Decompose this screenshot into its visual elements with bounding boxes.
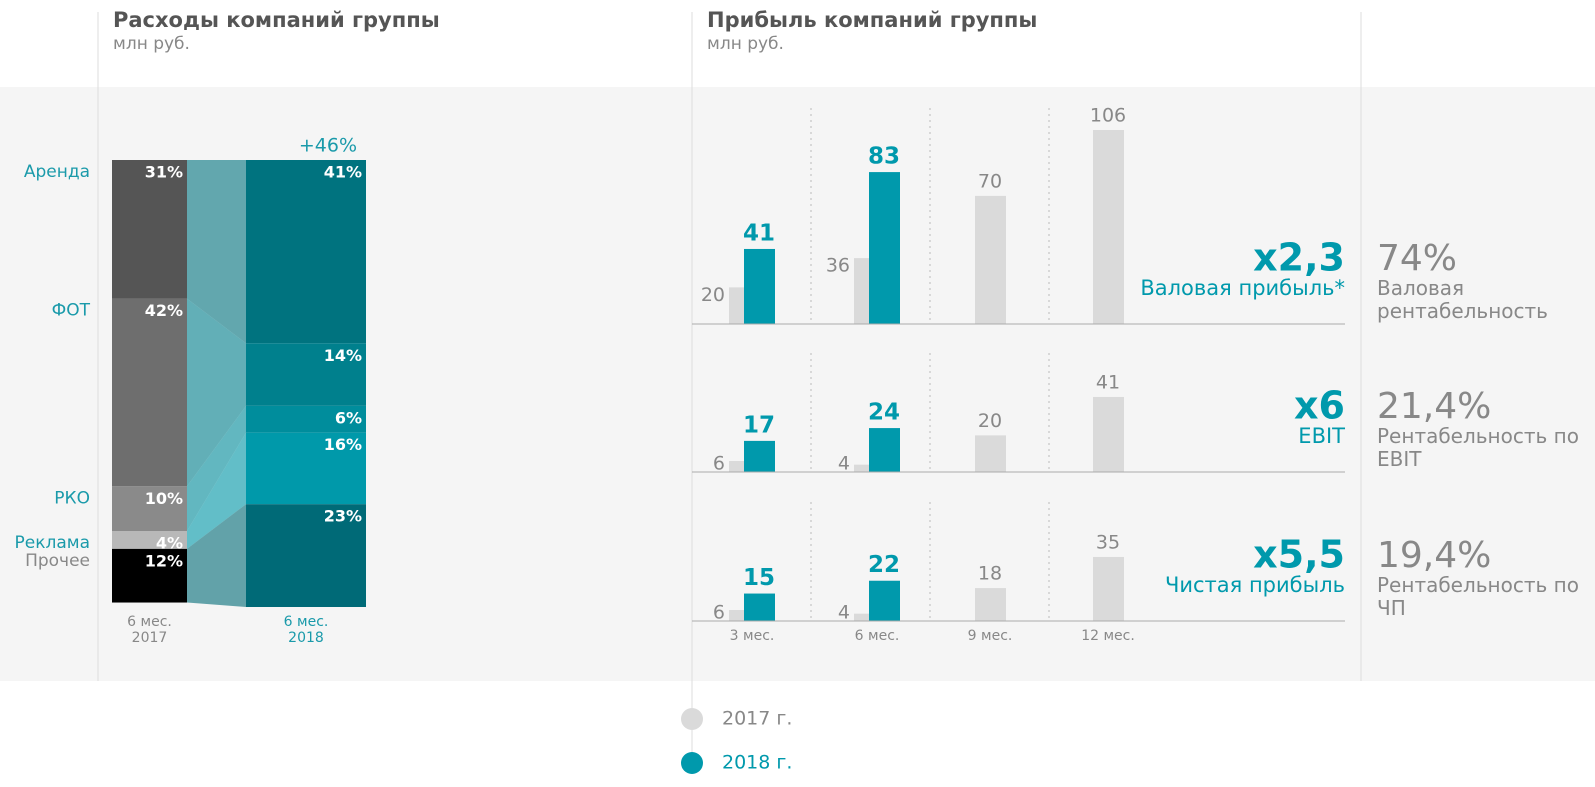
bar — [1093, 396, 1124, 472]
legend-marker — [681, 708, 703, 730]
bar — [975, 195, 1006, 324]
annotation: x2,3 — [1253, 236, 1345, 280]
margin-label: Валовая рентабельность — [1377, 277, 1548, 323]
bar — [729, 287, 744, 324]
margin-label: Рентабельность по EBIT — [1377, 425, 1579, 471]
x-tick-label: 6 мес. — [855, 628, 900, 644]
bar — [975, 435, 1006, 472]
legend-label: 2017 г. — [722, 708, 792, 730]
bar — [854, 258, 869, 324]
margin-value: 74% — [1377, 238, 1457, 279]
data-label: 4% — [156, 534, 183, 553]
data-label: 70 — [978, 170, 1002, 192]
margin-value: 19,4% — [1377, 535, 1491, 576]
x-tick-label: 6 мес. 2018 — [283, 614, 329, 646]
margin-label: Рентабельность по EBIT — [1377, 425, 1579, 471]
row-label: EBIT — [1298, 424, 1345, 448]
row-label: Валовая прибыль* — [1140, 276, 1345, 300]
data-label: 20 — [701, 284, 725, 306]
data-label: 41% — [324, 163, 362, 182]
data-label: 15 — [743, 565, 775, 591]
flow-connector — [187, 405, 246, 532]
bar-segment — [246, 343, 366, 406]
flow-connector — [187, 432, 246, 549]
bar-segment — [112, 486, 187, 532]
data-label: 6 — [713, 453, 725, 475]
bar — [854, 464, 869, 472]
bar — [744, 440, 775, 472]
bar-segment — [246, 504, 366, 607]
flow-connector — [187, 298, 246, 487]
bar — [744, 248, 775, 324]
flow-connector — [187, 504, 246, 607]
data-label: 4 — [838, 602, 850, 624]
legend-label: Аренда — [24, 162, 90, 182]
data-label: 6% — [335, 408, 362, 427]
margin-label: Валовая рентабельность — [1377, 277, 1548, 323]
bar-segment — [112, 160, 187, 299]
data-label: 20 — [978, 410, 1002, 432]
data-label: 24 — [868, 400, 900, 426]
legend-label: ФОТ — [52, 301, 91, 321]
legend-marker — [681, 752, 703, 774]
chart-title: Прибыль компаний группы — [707, 8, 1037, 32]
bar — [1093, 556, 1124, 621]
bar — [869, 428, 900, 472]
data-label: 14% — [324, 346, 362, 365]
data-label: 16% — [324, 435, 362, 454]
bar — [975, 588, 1006, 621]
data-label: 10% — [145, 489, 183, 508]
margin-label: Рентабельность по ЧП — [1377, 574, 1579, 620]
bar — [744, 593, 775, 621]
legend-label: Прочее — [25, 551, 90, 571]
x-tick-label: 6 мес. 2018 — [283, 614, 329, 646]
x-tick-label: 6 мес. 2017 — [127, 614, 172, 646]
x-tick-label: 12 мес. — [1081, 628, 1135, 644]
data-label: 12% — [145, 551, 183, 570]
bar-segment — [112, 548, 187, 603]
data-label: 4 — [838, 453, 850, 475]
row-label: Чистая прибыль — [1165, 573, 1345, 597]
margin-value: 21,4% — [1377, 386, 1491, 427]
bar — [869, 580, 900, 621]
bar — [729, 610, 744, 621]
bar — [854, 613, 869, 621]
annotation: x5,5 — [1253, 533, 1345, 577]
legend-label: Реклама — [14, 533, 90, 553]
data-label: 6 — [713, 602, 725, 624]
data-label: 106 — [1090, 105, 1126, 127]
bar — [869, 172, 900, 324]
legend-label: 2018 г. — [722, 752, 792, 774]
chart-title: Расходы компаний группы — [113, 8, 440, 32]
bar-segment — [246, 160, 366, 344]
chart-subtitle: млн руб. — [707, 34, 784, 54]
flow-connector — [187, 160, 246, 344]
data-label: 22 — [868, 552, 900, 578]
data-label: 83 — [868, 144, 900, 170]
data-label: 17 — [743, 412, 775, 438]
x-tick-label: 6 мес. 2017 — [127, 614, 172, 646]
data-label: 31% — [145, 163, 183, 182]
data-label: 36 — [826, 255, 850, 277]
annotation: x6 — [1294, 384, 1345, 428]
data-label: 41 — [743, 220, 775, 246]
x-tick-label: 9 мес. — [968, 628, 1013, 644]
data-label: 42% — [145, 301, 183, 320]
bar — [1093, 130, 1124, 324]
x-tick-label: 3 мес. — [730, 628, 775, 644]
chart-subtitle: млн руб. — [113, 34, 190, 54]
data-label: 35 — [1096, 531, 1120, 553]
bar-segment — [112, 298, 187, 487]
bar — [729, 461, 744, 472]
annotation: +46% — [299, 135, 357, 157]
bar-segment — [246, 432, 366, 505]
margin-label: Рентабельность по ЧП — [1377, 574, 1579, 620]
bar-segment — [246, 405, 366, 433]
data-label: 23% — [324, 507, 362, 526]
data-label: 18 — [978, 563, 1002, 585]
legend-label: РКО — [54, 488, 90, 508]
bar-segment — [112, 531, 187, 549]
data-label: 41 — [1096, 371, 1120, 393]
